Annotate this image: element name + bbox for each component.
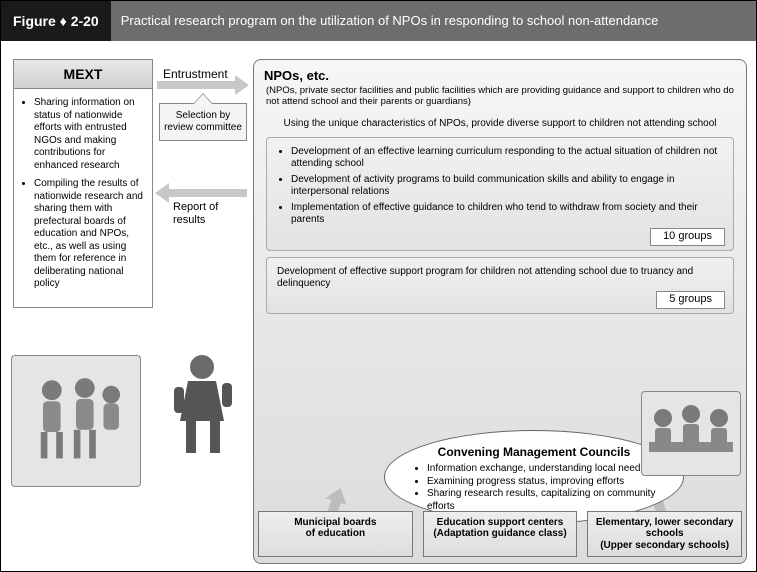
npo-heading-text: NPOs, etc. [264, 68, 329, 83]
group1-item: Implementation of effective guidance to … [291, 202, 723, 227]
group1-count: 10 groups [650, 228, 725, 246]
figure-title: Practical research program on the utiliz… [111, 1, 669, 41]
convening-item: Information exchange, understanding loca… [427, 463, 657, 476]
mext-title: MEXT [14, 60, 152, 89]
arrow-report [167, 189, 247, 197]
group2-count: 5 groups [656, 291, 725, 309]
npo-panel: NPOs, etc. (NPOs, private sector facilit… [253, 59, 747, 564]
group-box-1: Development of an effective learning cur… [266, 137, 734, 251]
npo-tagline: Using the unique characteristics of NPOs… [272, 118, 728, 129]
group1-item: Development of activity programs to buil… [291, 174, 723, 199]
convening-item: Sharing research results, capitalizing o… [427, 488, 657, 513]
mext-body: Sharing information on status of nationw… [14, 89, 152, 307]
figure-header: Figure ♦ 2-20 Practical research program… [1, 1, 756, 41]
group1-item: Development of an effective learning cur… [291, 146, 723, 171]
convening-title: Convening Management Councils [411, 445, 657, 460]
group-box-2: Development of effective support program… [266, 257, 734, 314]
bottom-boxes-row: Municipal boards of education Education … [258, 511, 742, 558]
illustration-children-running [11, 355, 141, 487]
review-committee-box: Selection by review committee [159, 103, 247, 141]
mext-box: MEXT Sharing information on status of na… [13, 59, 153, 308]
figure-number: Figure ♦ 2-20 [1, 1, 111, 41]
npo-subheading: (NPOs, private sector facilities and pub… [266, 85, 736, 108]
report-label: Report of results [173, 201, 218, 226]
convening-item: Examining progress status, improving eff… [427, 476, 657, 489]
bottom-box-2: Education support centers (Adaptation gu… [423, 511, 578, 558]
npo-heading: NPOs, etc. (NPOs, private sector facilit… [264, 68, 736, 108]
bottom-box-3: Elementary, lower secondary schools (Upp… [587, 511, 742, 558]
entrustment-label: Entrustment [163, 67, 228, 81]
arrow-entrustment [157, 81, 237, 89]
illustration-teacher [163, 350, 243, 458]
mext-item: Sharing information on status of nationw… [34, 97, 144, 172]
bottom-box-1: Municipal boards of education [258, 511, 413, 558]
group2-text: Development of effective support program… [277, 266, 723, 291]
mext-item: Compiling the results of nationwide rese… [34, 178, 144, 291]
illustration-meeting [641, 391, 741, 476]
